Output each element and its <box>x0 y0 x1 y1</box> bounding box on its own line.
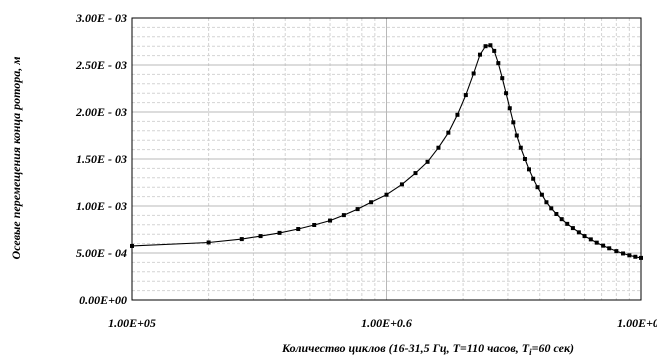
y-tick-label: 2.00E - 03 <box>75 105 127 119</box>
data-point <box>239 237 244 242</box>
data-point <box>399 182 404 187</box>
data-point <box>511 120 516 125</box>
chart-grid <box>131 17 642 301</box>
y-tick-label: 5.00E - 04 <box>76 246 127 260</box>
data-point <box>488 43 493 48</box>
data-point <box>539 192 544 197</box>
x-tick-label: 1.00E+07 <box>617 316 657 330</box>
data-point <box>413 171 418 176</box>
y-tick-label: 1.00E - 03 <box>76 199 127 213</box>
data-point <box>531 176 536 181</box>
data-point <box>627 253 632 258</box>
y-axis-title: Осевые перемещения конца ротора, м <box>9 57 23 260</box>
data-point <box>446 130 451 135</box>
series-layer <box>130 43 643 260</box>
data-point <box>369 200 374 205</box>
data-point <box>621 251 626 256</box>
data-point <box>588 237 593 242</box>
data-point <box>504 91 509 96</box>
data-point <box>607 246 612 251</box>
data-point <box>526 167 531 172</box>
data-point <box>341 213 346 218</box>
data-point <box>328 218 333 223</box>
data-point <box>258 234 263 239</box>
y-tick-label: 3.00E - 03 <box>75 11 127 25</box>
y-axis-ticks: 0.00E+00 5.00E - 04 1.00E - 03 1.50E - 03 2.… <box>75 11 127 307</box>
data-point <box>535 185 540 190</box>
data-point <box>471 71 476 76</box>
data-point <box>576 230 581 235</box>
data-point <box>312 222 317 227</box>
data-point <box>522 157 527 161</box>
plot-frame <box>131 17 642 301</box>
y-tick-label: 0.00E+00 <box>79 293 127 307</box>
data-point <box>483 44 488 49</box>
data-point <box>384 192 389 197</box>
data-point <box>507 106 512 111</box>
data-point <box>582 234 587 239</box>
data-point <box>463 93 468 98</box>
data-point <box>570 226 575 231</box>
y-tick-label: 2.50E - 03 <box>75 58 127 72</box>
data-point <box>477 52 482 57</box>
data-point <box>436 145 441 150</box>
data-point <box>514 133 519 138</box>
x-axis-title: Количество циклов (16-31,5 Гц, T=110 час… <box>281 341 574 357</box>
y-tick-label: 1.50E - 03 <box>76 152 127 166</box>
data-point <box>614 249 619 254</box>
data-point <box>500 76 505 81</box>
data-point <box>496 61 501 66</box>
data-point <box>549 206 554 211</box>
data-point <box>554 211 559 216</box>
data-point <box>492 48 497 53</box>
data-point <box>559 217 564 222</box>
x-tick-label: 1.00E+0.6 <box>361 316 412 330</box>
x-tick-label: 1.00E+05 <box>108 316 156 330</box>
data-point <box>296 227 301 232</box>
x-axis-ticks: 1.00E+05 1.00E+0.6 1.00E+07 <box>108 316 657 330</box>
data-point <box>633 254 638 259</box>
data-point <box>455 112 460 117</box>
data-point <box>639 255 643 260</box>
data-point <box>130 243 134 248</box>
data-point <box>425 159 430 164</box>
data-point <box>601 243 606 248</box>
data-point <box>355 207 360 212</box>
data-point <box>594 240 599 245</box>
data-point <box>206 240 211 245</box>
data-point <box>544 200 549 205</box>
data-point <box>277 230 282 235</box>
data-point <box>518 145 523 150</box>
data-point <box>565 221 570 226</box>
